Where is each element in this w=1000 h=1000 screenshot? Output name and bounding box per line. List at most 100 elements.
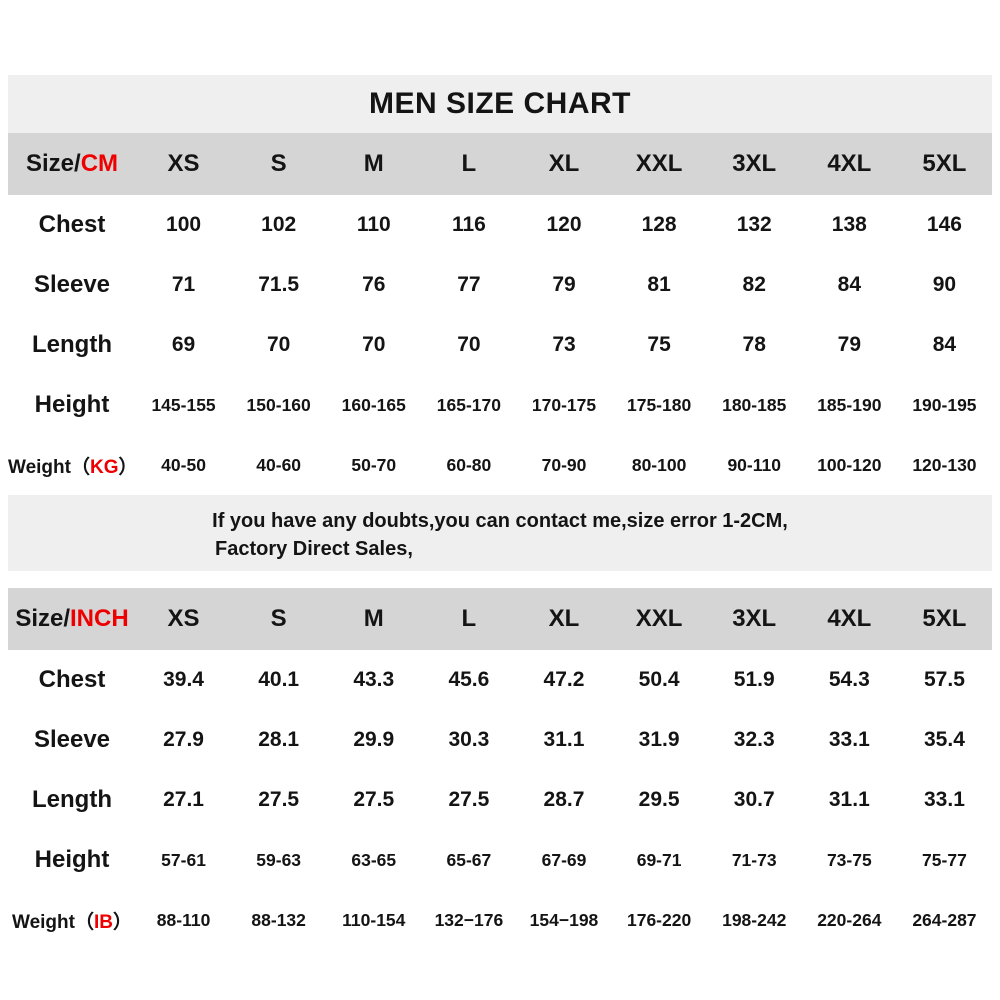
measurement-value: 79	[837, 333, 861, 356]
measurement-value: 60-80	[446, 454, 492, 475]
measurement-value: 69	[171, 333, 196, 356]
measurement-row: Sleeve 27.9 28.1 29.9 30.3 31.1 31.9 32.3 33.1 35…	[8, 710, 992, 770]
measurement-value: 33.1	[828, 728, 870, 751]
measurement-value: 145-155	[151, 394, 216, 415]
measurement-value: 220-264	[817, 909, 882, 930]
measurement-label-text: Sleeve	[33, 726, 111, 753]
size-column-header: XL	[548, 150, 580, 177]
measurement-value: 73	[552, 333, 576, 356]
measurement-label: Length	[8, 331, 136, 359]
size-column-header: S	[270, 150, 287, 177]
measurement-label-suffix: ）	[118, 456, 138, 478]
measurement-value: 90-110	[727, 454, 781, 475]
size-column-header: XS	[167, 605, 200, 632]
size-header-row: Size/CM XS S M L XL XXL 3XL 4XL 5XL	[8, 133, 992, 195]
measurement-value: 81	[647, 273, 671, 296]
measurement-value: 70-90	[541, 454, 587, 475]
measurement-row: Sleeve 71 71.5 76 77 79 81 82 84 90	[8, 255, 992, 315]
measurement-value: 75-77	[922, 849, 967, 870]
measurement-value: 57-61	[161, 849, 206, 870]
weight-unit: KG	[89, 456, 119, 478]
measurement-value: 79	[552, 273, 576, 296]
measurement-value: 63-65	[351, 849, 397, 870]
measurement-value: 40.1	[258, 668, 300, 691]
measurement-row: Length 69 70 70 70 73 75 78 79 84	[8, 315, 992, 375]
measurement-value: 30.3	[448, 728, 490, 751]
page-title: MEN SIZE CHART	[369, 87, 631, 120]
measurement-value: 54.3	[828, 668, 870, 691]
measurement-value: 71-73	[731, 849, 777, 870]
measurement-value: 88-110	[156, 909, 211, 930]
measurement-value: 29.5	[638, 788, 680, 811]
measurement-value: 71.5	[258, 273, 300, 296]
measurement-label: Height	[8, 391, 136, 419]
measurement-value: 84	[932, 333, 957, 356]
measurement-label: Weight（KG）	[8, 452, 138, 479]
size-column-header: 4XL	[827, 605, 872, 632]
measurement-value: 80-100	[631, 454, 687, 475]
measurement-value: 185-190	[817, 394, 882, 415]
measurement-value: 51.9	[733, 668, 775, 691]
size-header-row: Size/INCH XS S M L XL XXL 3XL 4XL 5XL	[8, 588, 992, 650]
measurement-value: 102	[261, 213, 297, 236]
measurement-value: 73-75	[826, 849, 872, 870]
measurement-value: 27.5	[353, 788, 395, 811]
measurement-value: 50-70	[351, 454, 397, 475]
measurement-value: 29.9	[353, 728, 395, 751]
measurement-value: 100	[166, 213, 202, 236]
measurement-value: 138	[831, 213, 867, 236]
measurement-value: 170-175	[531, 394, 597, 415]
measurement-label: Height	[8, 846, 136, 874]
measurement-value: 78	[742, 333, 766, 356]
measurement-label-text: Length	[32, 331, 112, 358]
measurement-row: Weight（KG） 40-50 40-60 50-70 60-80 70-90 80-10…	[8, 435, 992, 495]
measurement-label: Chest	[8, 666, 136, 694]
size-column-header: S	[270, 605, 287, 632]
size-table-inch: Size/INCH XS S M L XL XXL 3XL 4XL 5XL Chest 39.4 40.…	[0, 588, 1000, 950]
measurement-value: 132	[736, 213, 772, 236]
measurement-value: 190-195	[912, 394, 977, 415]
measurement-value: 45.6	[448, 668, 490, 691]
measurement-label-text: Height	[34, 846, 110, 873]
size-table-cm: Size/CM XS S M L XL XXL 3XL 4XL 5XL Chest 100 102 110…	[0, 133, 1000, 495]
measurement-value: 47.2	[543, 668, 585, 691]
measurement-value: 59-63	[256, 849, 302, 870]
measurement-value: 70	[457, 333, 481, 356]
measurement-value: 264-287	[912, 909, 977, 930]
measurement-value: 150-160	[246, 394, 311, 415]
measurement-label: Chest	[8, 211, 136, 239]
note-line-1: If you have any doubts,you can contact m…	[212, 510, 788, 532]
measurement-label-text: Sleeve	[33, 271, 111, 298]
measurement-value: 69-71	[636, 849, 682, 870]
measurement-label: Weight（IB）	[8, 907, 136, 934]
size-column-header: XS	[167, 150, 200, 177]
measurement-value: 35.4	[924, 728, 965, 751]
size-column-header: XXL	[635, 150, 683, 177]
measurement-row: Height 57-61 59-63 63-65 65-67 67-69 69-71 71-7…	[8, 830, 992, 890]
size-column-header: 5XL	[922, 150, 967, 177]
header-label-unit: INCH	[70, 605, 129, 632]
measurement-value: 39.4	[163, 668, 204, 691]
measurement-value: 100-120	[817, 454, 882, 475]
measurement-label-text: Chest	[38, 666, 106, 693]
measurement-value: 132−176	[434, 909, 504, 930]
measurement-row: Weight（IB） 88-110 88-132 110-154 132−176 154−…	[8, 890, 992, 950]
measurement-value: 165-170	[436, 394, 501, 415]
measurement-value: 82	[742, 273, 766, 296]
size-column-header: L	[461, 605, 477, 632]
measurement-value: 31.1	[543, 728, 585, 751]
size-column-header: XXL	[635, 605, 683, 632]
size-column-header: M	[363, 150, 384, 177]
measurement-value: 43.3	[353, 668, 395, 691]
measurement-value: 90	[932, 273, 957, 296]
measurement-value: 116	[451, 213, 486, 236]
measurement-value: 176-220	[626, 909, 692, 930]
measurement-value: 67-69	[541, 849, 587, 870]
size-column-header: 5XL	[922, 605, 967, 632]
measurement-value: 40-50	[161, 454, 206, 475]
measurement-value: 28.1	[258, 728, 300, 751]
header-label-black: Size/	[15, 605, 71, 632]
measurement-value: 30.7	[733, 788, 775, 811]
measurement-value: 27.5	[448, 788, 490, 811]
